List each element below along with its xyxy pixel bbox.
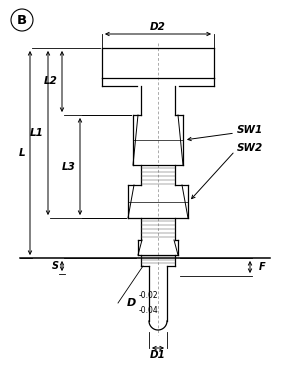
Text: L: L bbox=[18, 148, 25, 158]
Text: L3: L3 bbox=[62, 161, 76, 172]
Text: D: D bbox=[127, 298, 136, 308]
Text: L2: L2 bbox=[44, 77, 58, 86]
Text: F: F bbox=[259, 262, 266, 272]
Text: B: B bbox=[17, 14, 27, 27]
Text: SW2: SW2 bbox=[237, 143, 263, 153]
Text: -0.04: -0.04 bbox=[139, 306, 159, 315]
Text: D2: D2 bbox=[150, 22, 166, 32]
Text: S: S bbox=[52, 261, 59, 271]
Text: L1: L1 bbox=[30, 128, 44, 138]
Text: D1: D1 bbox=[150, 350, 166, 360]
Text: SW1: SW1 bbox=[237, 125, 263, 135]
Text: -0.02: -0.02 bbox=[139, 291, 159, 300]
